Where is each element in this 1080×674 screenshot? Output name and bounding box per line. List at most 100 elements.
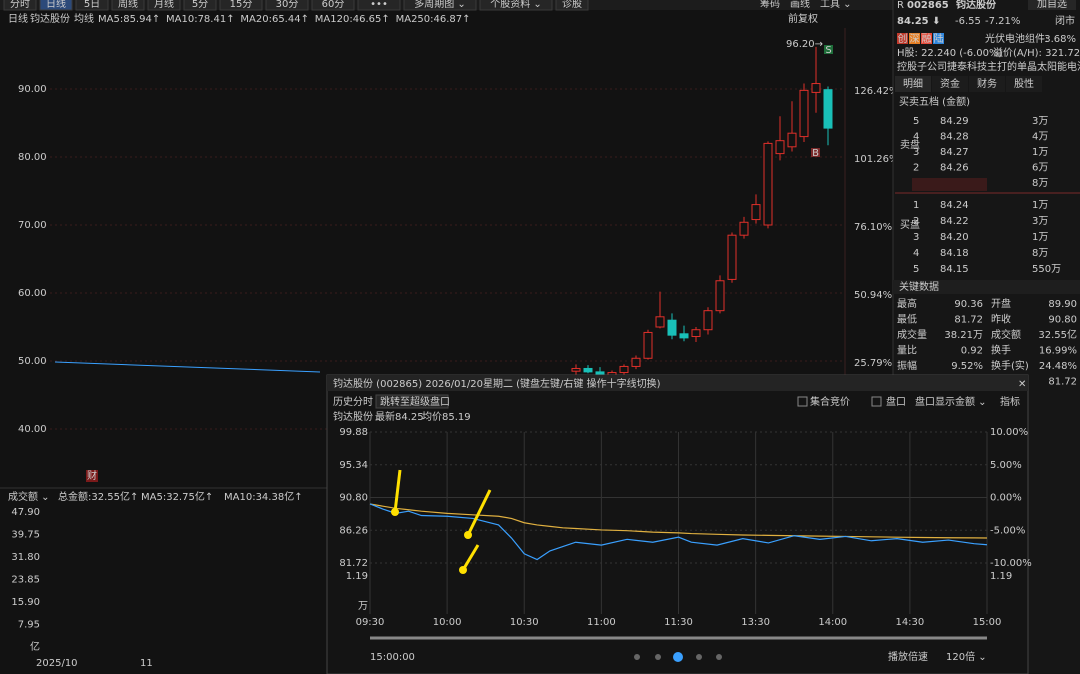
tab-button[interactable] [265, 0, 309, 11]
label[interactable]: 跳转至超级盘口 [380, 395, 450, 408]
y-tick-label: 31.80 [11, 552, 40, 563]
play-control[interactable] [716, 654, 722, 660]
button[interactable]: 历史分时 [333, 396, 373, 408]
candle-body [619, 365, 629, 374]
tab-label[interactable]: 个股资料 ⌄ [490, 0, 542, 10]
label: 0.92 [961, 346, 983, 357]
label: 最新84.25 [375, 410, 424, 423]
label: 播放倍速 [888, 650, 928, 663]
play-control[interactable] [634, 654, 640, 660]
tool-button[interactable]: 工具 ⌄ [820, 0, 852, 10]
tab-button[interactable] [39, 0, 73, 11]
tab-button[interactable] [357, 0, 401, 11]
tab-button[interactable] [147, 0, 181, 11]
label: 前复权 [788, 12, 818, 25]
tab[interactable] [895, 76, 931, 92]
label: 84.15 [940, 264, 969, 275]
tab[interactable] [969, 76, 1005, 92]
arrow [393, 469, 402, 513]
x-tick-label: 11:30 [664, 617, 693, 628]
label[interactable]: 加自选 [1037, 0, 1067, 10]
tab[interactable] [1006, 76, 1042, 92]
label: 控股子公司捷泰科技主打的单晶太阳能电池... [897, 60, 1080, 73]
tag [909, 33, 920, 44]
label: 创 [898, 32, 908, 45]
candle-body [679, 333, 689, 339]
label[interactable]: 盘口显示金额 ⌄ [915, 395, 987, 408]
label: 32.55亿 [1038, 328, 1077, 341]
label: 002865 [907, 0, 949, 11]
y-tick-label: 99.88 [339, 427, 368, 438]
tool-button[interactable]: 画线 [790, 0, 810, 10]
tab-label[interactable]: 月线 [154, 0, 174, 10]
popup-header [327, 375, 1028, 391]
label: 1.19 [346, 571, 368, 582]
x-tick-label: 11:00 [587, 617, 616, 628]
label: 成交量 [897, 328, 927, 341]
label: 15:00:00 [370, 652, 415, 663]
tab-label[interactable]: 周线 [118, 0, 138, 10]
tab-button[interactable] [219, 0, 263, 11]
label[interactable]: 指标 [1000, 395, 1020, 408]
pct-tick-label: 50.94% [854, 290, 892, 301]
label: 6万 [1032, 163, 1048, 174]
pct-tick-label: 76.10% [854, 222, 892, 233]
play-control[interactable] [673, 652, 683, 662]
marker [811, 148, 820, 157]
label[interactable]: 资金 [940, 77, 960, 90]
candle-body [667, 319, 677, 336]
tag [921, 33, 932, 44]
label: MA10:34.38亿↑ [224, 490, 303, 503]
label: 84.28 [940, 132, 969, 143]
label: 1万 [1032, 232, 1048, 243]
label[interactable]: 明细 [903, 77, 923, 90]
tab-button[interactable] [311, 0, 355, 11]
button[interactable] [1028, 0, 1076, 10]
label: 万 [358, 601, 368, 612]
label: 9.52% [951, 361, 983, 372]
tab-label[interactable]: 诊股 [562, 0, 582, 10]
tab-label[interactable]: 多周期图 ⌄ [414, 0, 466, 10]
label: 16.99% [1039, 346, 1077, 357]
tab-button[interactable] [111, 0, 145, 11]
tab[interactable] [932, 76, 968, 92]
tab-label[interactable]: 分时 [10, 0, 30, 10]
ma-legend: MA120:46.65↑ [315, 14, 390, 25]
tab-label[interactable]: 5日 [84, 0, 100, 10]
x-tick-label: 10:30 [510, 617, 539, 628]
tab-label[interactable]: 15分 [230, 0, 253, 10]
tab-button[interactable] [75, 0, 109, 11]
play-control[interactable] [655, 654, 661, 660]
tab-label[interactable]: 日线 [46, 0, 66, 10]
tool-button[interactable]: 筹码 [760, 0, 780, 10]
pct-tick-label: -5.00% [990, 525, 1025, 536]
y-tick-label: 39.75 [11, 530, 40, 541]
tab-label[interactable]: 60分 [322, 0, 345, 10]
tab-button[interactable] [555, 0, 589, 11]
tab-button[interactable] [3, 0, 37, 11]
label: 钧达股份 [30, 13, 70, 25]
label: 1 [913, 200, 919, 211]
y-tick-label: 81.72 [339, 558, 368, 569]
label[interactable]: 股性 [1014, 77, 1034, 90]
label[interactable]: 盘口 [886, 395, 906, 408]
candle-body [727, 234, 737, 280]
tab-label[interactable]: ••• [370, 0, 388, 10]
tab-button[interactable] [479, 0, 553, 11]
label[interactable]: 集合竞价 [810, 395, 850, 408]
label: 81.72 [954, 315, 983, 326]
label: 钧达股份 [956, 0, 997, 11]
y-tick-label: 80.00 [18, 152, 47, 163]
tab-label[interactable]: 30分 [276, 0, 299, 10]
tab-button[interactable] [403, 0, 477, 11]
label: 1万 [1032, 147, 1048, 158]
header [893, 280, 1080, 294]
label: 24.48% [1039, 361, 1077, 372]
close-button[interactable]: ✕ [1018, 379, 1026, 390]
tab-button[interactable] [183, 0, 217, 11]
label[interactable]: 财务 [977, 77, 997, 90]
label: 8万 [1032, 248, 1048, 259]
play-control[interactable] [696, 654, 702, 660]
label: R [897, 0, 904, 11]
tab-label[interactable]: 5分 [192, 0, 208, 10]
